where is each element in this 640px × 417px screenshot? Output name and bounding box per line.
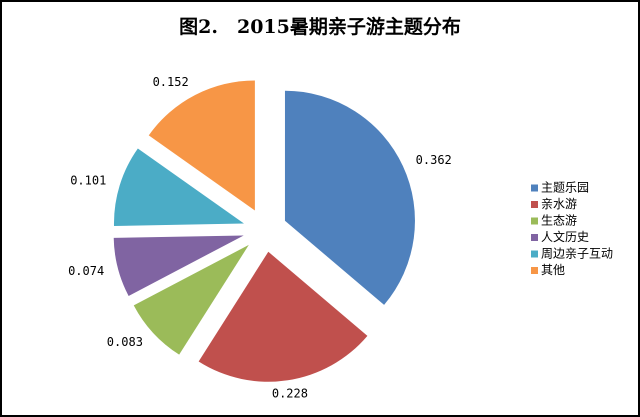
legend-swatch xyxy=(531,234,538,241)
legend-swatch xyxy=(531,201,538,208)
chart-title: 图2. 2015暑期亲子游主题分布 xyxy=(179,15,461,38)
data-label: 0.362 xyxy=(416,153,452,167)
legend-label: 主题乐园 xyxy=(541,181,589,195)
legend-label: 生态游 xyxy=(541,214,577,228)
legend-swatch xyxy=(531,267,538,274)
legend-label: 亲水游 xyxy=(541,197,577,211)
legend-swatch xyxy=(531,217,538,225)
legend-label: 周边亲子互动 xyxy=(541,247,613,261)
data-label: 0.101 xyxy=(70,174,106,188)
data-label: 0.152 xyxy=(153,75,189,89)
data-label: 0.083 xyxy=(107,335,143,349)
legend-swatch xyxy=(531,250,538,258)
data-label: 0.228 xyxy=(272,387,308,401)
pie-slice xyxy=(148,80,255,211)
data-label: 0.074 xyxy=(68,264,104,278)
legend-label: 人文历史 xyxy=(541,229,589,244)
legend-label: 其他 xyxy=(541,263,565,277)
pie-slice xyxy=(133,244,249,355)
pie-slice xyxy=(284,90,415,305)
pie-slice xyxy=(198,251,368,382)
pie-slice xyxy=(113,235,244,296)
pie-slice xyxy=(113,148,244,226)
legend-swatch xyxy=(531,184,538,192)
